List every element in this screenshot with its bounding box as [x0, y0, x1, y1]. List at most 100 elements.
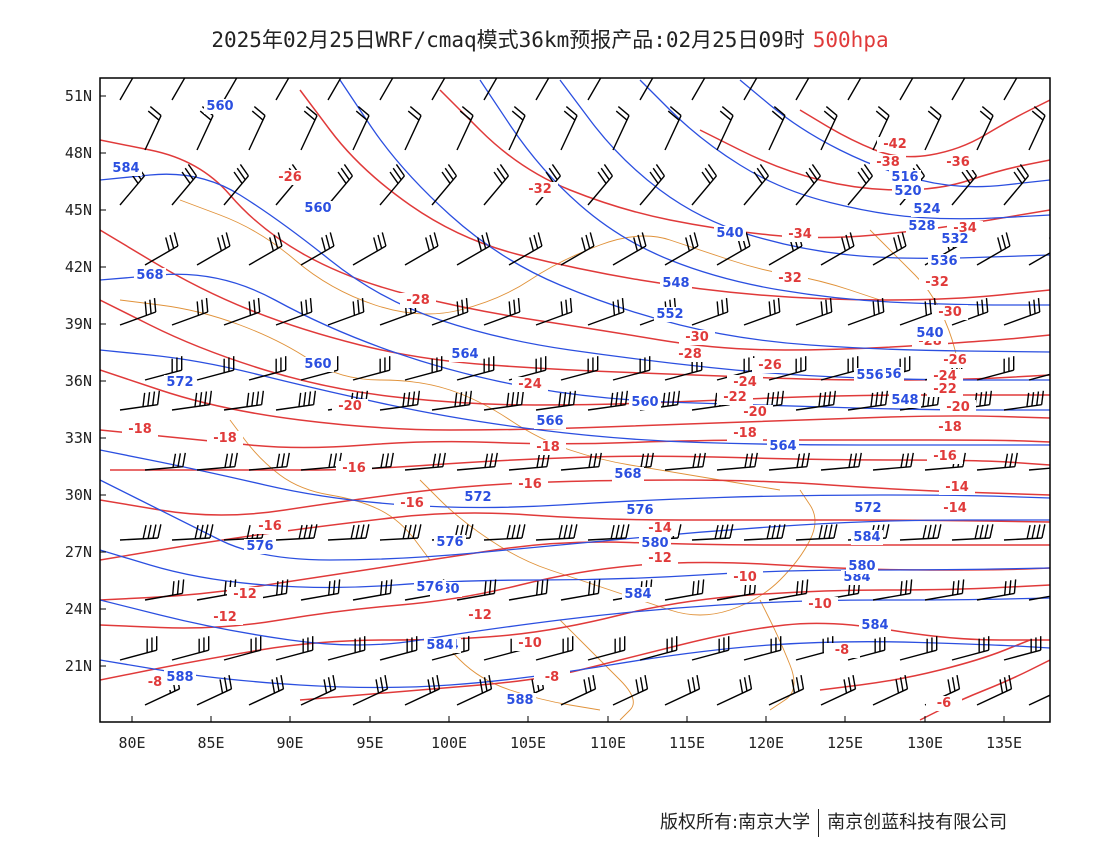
temperature-label: -16	[258, 519, 282, 534]
temperature-label: -12	[468, 608, 492, 623]
wind-barb	[223, 297, 261, 326]
temperature-label: -26	[758, 358, 782, 373]
temperature-label-bg	[252, 519, 288, 534]
temperature-label: -18	[536, 440, 560, 455]
height-label-bg	[859, 618, 891, 633]
temperature-contour-line	[100, 584, 1050, 681]
height-label: 584	[426, 638, 453, 653]
height-label-bg	[414, 580, 446, 595]
height-label-bg	[928, 254, 960, 269]
temperature-label: -38	[876, 155, 900, 170]
temperature-label: -30	[938, 305, 962, 320]
temperature-contour-line	[100, 479, 1050, 516]
wind-barb	[795, 78, 810, 101]
height-label: 588	[506, 693, 533, 708]
wind-barb	[639, 636, 678, 661]
temperature-label-bg	[877, 137, 913, 152]
wind-barb	[664, 106, 682, 151]
temperature-label: -30	[685, 330, 709, 345]
wind-barb	[535, 390, 577, 411]
height-label-bg	[624, 503, 656, 518]
wind-barb	[196, 452, 238, 471]
wind-barb	[951, 524, 994, 541]
wind-barb	[847, 297, 885, 326]
footer-separator	[818, 809, 820, 837]
height-label: 576	[416, 580, 443, 595]
height-label: 540	[716, 226, 743, 241]
wind-barb	[664, 675, 701, 706]
temperature-label: -16	[518, 477, 542, 492]
lat-tick-label: 48N	[65, 144, 92, 162]
map-plot-area: -42-38 -36-34 -34-32-32 -32-30-30-28-28-28-…	[100, 78, 1050, 721]
wind-barb	[456, 675, 493, 706]
wind-barb	[872, 579, 913, 601]
wind-barb	[743, 636, 782, 661]
temperature-label-bg	[727, 375, 763, 390]
wind-barb	[171, 78, 186, 101]
height-contour-line	[100, 449, 1050, 509]
height-label: 580	[641, 536, 668, 551]
height-contour-line	[100, 549, 1050, 589]
height-label: 588	[166, 670, 193, 685]
height-label: 536	[930, 254, 957, 269]
wind-barb	[248, 675, 285, 706]
wind-barb	[275, 297, 313, 326]
wind-barb	[483, 164, 509, 206]
lon-tick-label: 80E	[118, 734, 145, 752]
height-label-bg	[612, 467, 644, 482]
wind-barb	[431, 390, 473, 411]
lon-tick-label: 130E	[907, 734, 943, 752]
height-label-bg	[654, 307, 686, 322]
wind-barb	[1003, 390, 1045, 411]
height-label: 584	[112, 161, 139, 176]
wind-barb	[560, 452, 602, 471]
height-contour-line	[100, 349, 1050, 446]
height-label: 580	[848, 559, 875, 574]
height-label: 576	[436, 535, 463, 550]
wind-barb	[223, 390, 265, 411]
temperature-label: -12	[648, 551, 672, 566]
height-label: 560	[631, 395, 658, 410]
temperature-contour-line	[299, 89, 1050, 301]
lon-tick-label: 120E	[748, 734, 784, 752]
wind-barb	[612, 106, 630, 151]
wind-barb	[1003, 524, 1046, 541]
wind-barb	[1028, 106, 1046, 151]
height-label-bg	[714, 226, 746, 241]
wind-barb	[379, 524, 422, 541]
temperature-label: -32	[925, 275, 949, 290]
lat-tick-label: 30N	[65, 486, 92, 504]
wind-barb	[352, 232, 387, 266]
height-label: 576	[246, 539, 273, 554]
temperature-label: -16	[342, 461, 366, 476]
temperature-label-bg	[727, 426, 763, 441]
wind-barb	[171, 636, 210, 661]
wind-barb	[119, 636, 158, 661]
temperature-label-bg	[272, 170, 308, 185]
temperature-label-bg	[927, 382, 963, 397]
wind-barb	[612, 232, 647, 266]
temperature-label-bg	[870, 155, 906, 170]
wind-barb	[795, 297, 833, 326]
wind-barb	[508, 452, 550, 471]
height-label-bg	[302, 357, 334, 372]
temperature-label: -20	[338, 399, 362, 414]
wind-barb	[248, 452, 290, 471]
wind-barb	[431, 78, 446, 101]
wind-barb	[899, 524, 942, 541]
temperature-label-bg	[752, 358, 788, 373]
temperature-label-bg	[336, 461, 372, 476]
temperature-label: -14	[945, 480, 969, 495]
wind-barb	[248, 232, 283, 266]
wind-barb	[847, 636, 886, 661]
height-label: 552	[656, 307, 683, 322]
temperature-label-bg	[937, 501, 973, 516]
wind-barb	[1028, 373, 1050, 381]
wind-barb	[300, 579, 341, 601]
height-label-bg	[914, 326, 946, 341]
temperature-contour-line	[819, 639, 1031, 691]
temperature-label-bg	[940, 400, 976, 415]
temperature-label: -8	[545, 670, 559, 685]
temperature-label-bg	[927, 369, 963, 384]
footer-company: 南京创蓝科技有限公司	[827, 812, 1008, 833]
